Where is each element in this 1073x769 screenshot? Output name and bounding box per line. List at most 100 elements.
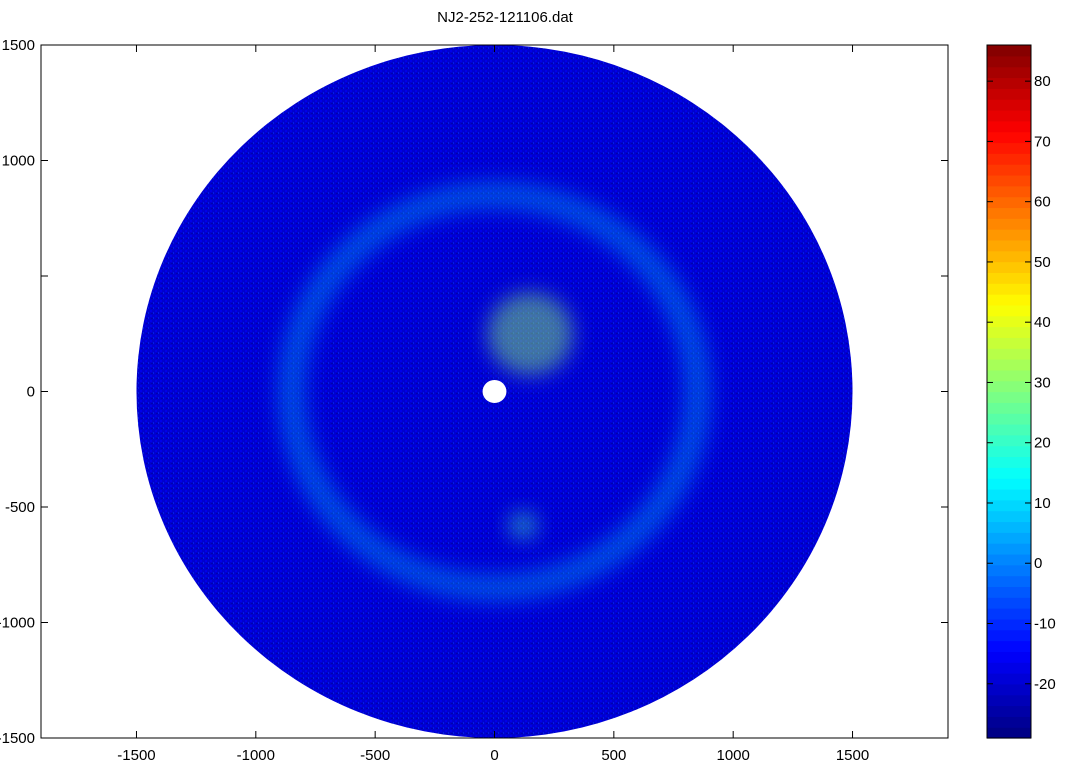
colorbar-step: [987, 510, 1031, 523]
disk-ring-feature: [277, 181, 712, 602]
colorbar-step: [987, 120, 1031, 133]
colorbar-tick-label: -10: [1034, 616, 1056, 633]
colorbar-step: [987, 229, 1031, 241]
colorbar-step: [987, 488, 1031, 501]
x-tick-label: 1000: [716, 747, 749, 764]
colorbar-gradient: [987, 45, 1031, 739]
colorbar-step: [987, 66, 1031, 79]
colorbar-step: [987, 359, 1031, 371]
colorbar-step: [987, 391, 1031, 403]
x-axis: -1500 -1000 -500 0 500 1000 1500: [117, 45, 869, 764]
x-tick-label: 1500: [836, 747, 869, 764]
y-tick-label: 1500: [2, 37, 35, 54]
colorbar-step: [987, 380, 1031, 393]
colorbar-step: [987, 283, 1031, 295]
colorbar-step: [987, 662, 1031, 674]
colorbar-step: [987, 727, 1031, 739]
colorbar-axis: -20 -10 0 10 20 30 40 50 60 70 80: [987, 73, 1056, 693]
colorbar-step: [987, 716, 1031, 728]
y-axis: 1500 1000 0 -500 -1000 -1500: [0, 37, 948, 747]
colorbar-tick-label: 40: [1034, 314, 1051, 331]
colorbar-box: [986, 44, 1032, 739]
colorbar-step: [987, 575, 1031, 588]
disk-blob-feature: [487, 292, 574, 376]
colorbar-step: [987, 413, 1031, 425]
colorbar-step: [987, 434, 1031, 447]
x-tick-label: 0: [490, 747, 498, 764]
x-tick-label: -500: [360, 747, 390, 764]
colorbar: -20 -10 0 10 20 30 40 50 60 70 80: [986, 44, 1056, 739]
colorbar-step: [987, 272, 1031, 284]
colorbar-step: [987, 326, 1031, 338]
colorbar-tick-label: 0: [1034, 555, 1042, 572]
y-tick-label: -1000: [0, 615, 35, 632]
colorbar-step: [987, 207, 1031, 219]
colorbar-step: [987, 423, 1031, 436]
colorbar-step: [987, 651, 1031, 663]
colorbar-step: [987, 196, 1031, 209]
colorbar-step: [987, 618, 1031, 631]
colorbar-step: [987, 402, 1031, 414]
colorbar-step: [987, 153, 1031, 165]
x-tick-label: -1500: [117, 747, 155, 764]
colorbar-step: [987, 337, 1031, 349]
y-tick-label: 0: [27, 384, 35, 401]
colorbar-step: [987, 131, 1031, 144]
colorbar-step: [987, 543, 1031, 555]
x-tick-label: -1000: [237, 747, 275, 764]
colorbar-step: [987, 174, 1031, 187]
colorbar-tick-label: 60: [1034, 194, 1051, 211]
y-tick-label: -1500: [0, 730, 35, 747]
colorbar-step: [987, 239, 1031, 252]
disk-blob-feature: [508, 511, 538, 540]
colorbar-step: [987, 586, 1031, 598]
colorbar-step: [987, 45, 1031, 57]
colorbar-step: [987, 478, 1031, 490]
colorbar-step: [987, 640, 1031, 652]
colorbar-step: [987, 673, 1031, 685]
colorbar-step: [987, 564, 1031, 577]
colorbar-tick-label: 10: [1034, 495, 1051, 512]
colorbar-step: [987, 88, 1031, 100]
colorbar-step: [987, 99, 1031, 111]
y-tick-label: 1000: [2, 153, 35, 170]
x-tick-label: 500: [601, 747, 626, 764]
colorbar-step: [987, 521, 1031, 533]
colorbar-step: [987, 164, 1031, 176]
colorbar-step: [987, 218, 1031, 230]
colorbar-step: [987, 261, 1031, 273]
colorbar-step: [987, 553, 1031, 566]
colorbar-step: [987, 77, 1031, 89]
colorbar-step: [987, 683, 1031, 696]
colorbar-step: [987, 142, 1031, 154]
colorbar-step: [987, 597, 1031, 609]
disk-center-hole: [482, 379, 507, 404]
colorbar-step: [987, 705, 1031, 717]
colorbar-tick-label: -20: [1034, 676, 1056, 693]
colorbar-step: [987, 348, 1031, 360]
colorbar-step: [987, 250, 1031, 263]
colorbar-step: [987, 445, 1031, 458]
colorbar-step: [987, 369, 1031, 382]
colorbar-tick-label: 20: [1034, 435, 1051, 452]
colorbar-tick-label: 30: [1034, 374, 1051, 391]
polar-disk: [136, 45, 853, 738]
colorbar-tick-label: 50: [1034, 254, 1051, 271]
colorbar-step: [987, 499, 1031, 512]
colorbar-tick-label: 80: [1034, 73, 1051, 90]
colorbar-step: [987, 55, 1031, 68]
colorbar-step: [987, 315, 1031, 328]
colorbar-tick-label: 70: [1034, 133, 1051, 150]
colorbar-step: [987, 185, 1031, 198]
colorbar-step: [987, 532, 1031, 544]
y-tick-label: -500: [5, 499, 35, 516]
colorbar-step: [987, 456, 1031, 468]
chart-title: NJ2-252-121106.dat: [437, 9, 573, 26]
colorbar-step: [987, 304, 1031, 317]
colorbar-step: [987, 294, 1031, 306]
colorbar-step: [987, 694, 1031, 707]
colorbar-step: [987, 109, 1031, 122]
colorbar-step: [987, 467, 1031, 479]
colorbar-step: [987, 629, 1031, 642]
